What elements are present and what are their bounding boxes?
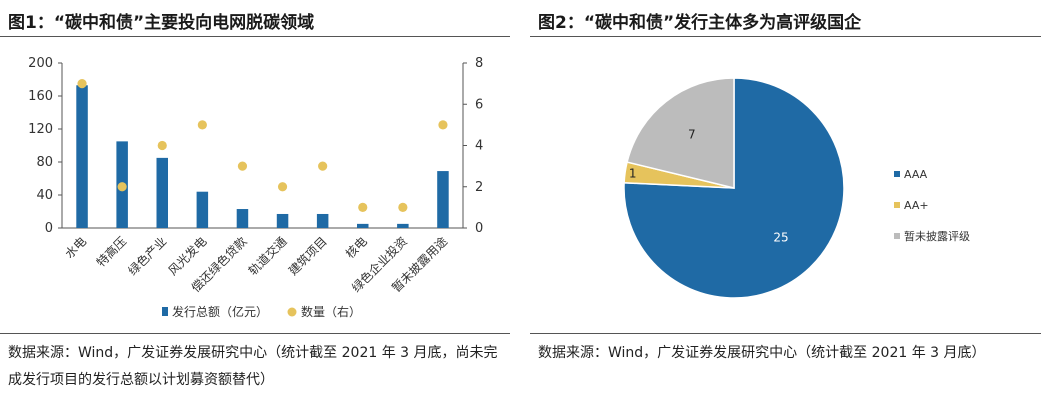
count-dot (438, 120, 448, 130)
pie-chart: 25 1 7 AAA AA+ 暂未披露评级 (623, 77, 970, 299)
left-chart-panel: 图1：“碳中和债”主要投向电网脱碳领域 0 40 80 120 160 200 0 2 4 6 8 水… (0, 0, 510, 400)
pie-legend-swatch (894, 233, 900, 239)
count-dot (77, 79, 87, 89)
x-tick-label: 绿色产业 (125, 234, 170, 279)
right-bottom-rule (530, 333, 1041, 334)
bar (276, 213, 289, 228)
y-left-tick-label: 0 (45, 221, 53, 236)
left-chart-title: 图1：“碳中和债”主要投向电网脱碳领域 (8, 13, 315, 33)
legend-label-bar: 发行总额（亿元） (172, 304, 268, 319)
count-dot (358, 202, 368, 212)
legend-swatch-bar (162, 307, 168, 316)
pie-slice (626, 77, 735, 189)
pie-data-label: 1 (629, 166, 637, 180)
bar (196, 191, 209, 228)
x-tick-label: 特高压 (93, 234, 129, 270)
count-dot (398, 202, 408, 212)
pie-legend-swatch (894, 171, 900, 177)
x-tick-label: 建筑项目 (285, 234, 330, 279)
pie-legend-label: 暂未披露评级 (904, 229, 970, 243)
y-left-tick-label: 160 (28, 89, 53, 104)
pie-legend-label: AA+ (904, 199, 929, 212)
bar (76, 85, 88, 229)
bar (397, 223, 409, 228)
left-top-rule (0, 36, 510, 37)
y-left-tick-label: 200 (28, 56, 53, 71)
pie-legend-label: AAA (904, 168, 928, 181)
x-tick-label: 轨道交通 (245, 234, 290, 279)
count-dot (277, 182, 288, 192)
left-bottom-rule (0, 333, 510, 334)
y-right-tick-label: 6 (475, 97, 483, 112)
y-left-tick-label: 120 (28, 122, 53, 137)
right-chart-title: 图2：“碳中和债”发行主体多为高评级国企 (538, 13, 862, 33)
x-tick-label: 核电 (343, 234, 370, 261)
bar (316, 213, 329, 228)
count-dot (157, 140, 167, 151)
y-right-tick-label: 4 (475, 139, 483, 154)
count-dot (237, 161, 248, 171)
pie-legend-swatch (894, 202, 900, 208)
bar (437, 171, 449, 228)
x-tick-label: 水电 (62, 234, 89, 261)
y-right-tick-label: 0 (475, 221, 483, 236)
count-dot (197, 120, 207, 130)
right-chart-panel: 图2：“碳中和债”发行主体多为高评级国企 25 1 7 AAA AA+ 暂未披露评级 数据… (530, 0, 1041, 400)
count-dot (318, 161, 328, 171)
y-right-tick-label: 2 (475, 180, 483, 195)
bar (236, 209, 249, 228)
legend-swatch-dot (287, 307, 297, 317)
y-left-tick-label: 40 (36, 188, 53, 203)
y-left-tick-label: 80 (36, 155, 53, 170)
bar (156, 157, 168, 228)
pie-data-label: 7 (688, 127, 696, 141)
legend-label-dot: 数量（右） (301, 304, 361, 319)
right-source-note: 数据来源：Wind，广发证券发展研究中心（统计截至 2021 年 3 月底） (538, 345, 986, 361)
count-dot (117, 182, 127, 192)
y-right-tick-label: 8 (475, 56, 483, 71)
left-source-note: 数据来源：Wind，广发证券发展研究中心（统计截至 2021 年 3 月底，尚未… (8, 345, 498, 388)
bar (357, 223, 369, 228)
right-top-rule (530, 36, 1041, 37)
pie-data-label: 25 (773, 230, 788, 244)
